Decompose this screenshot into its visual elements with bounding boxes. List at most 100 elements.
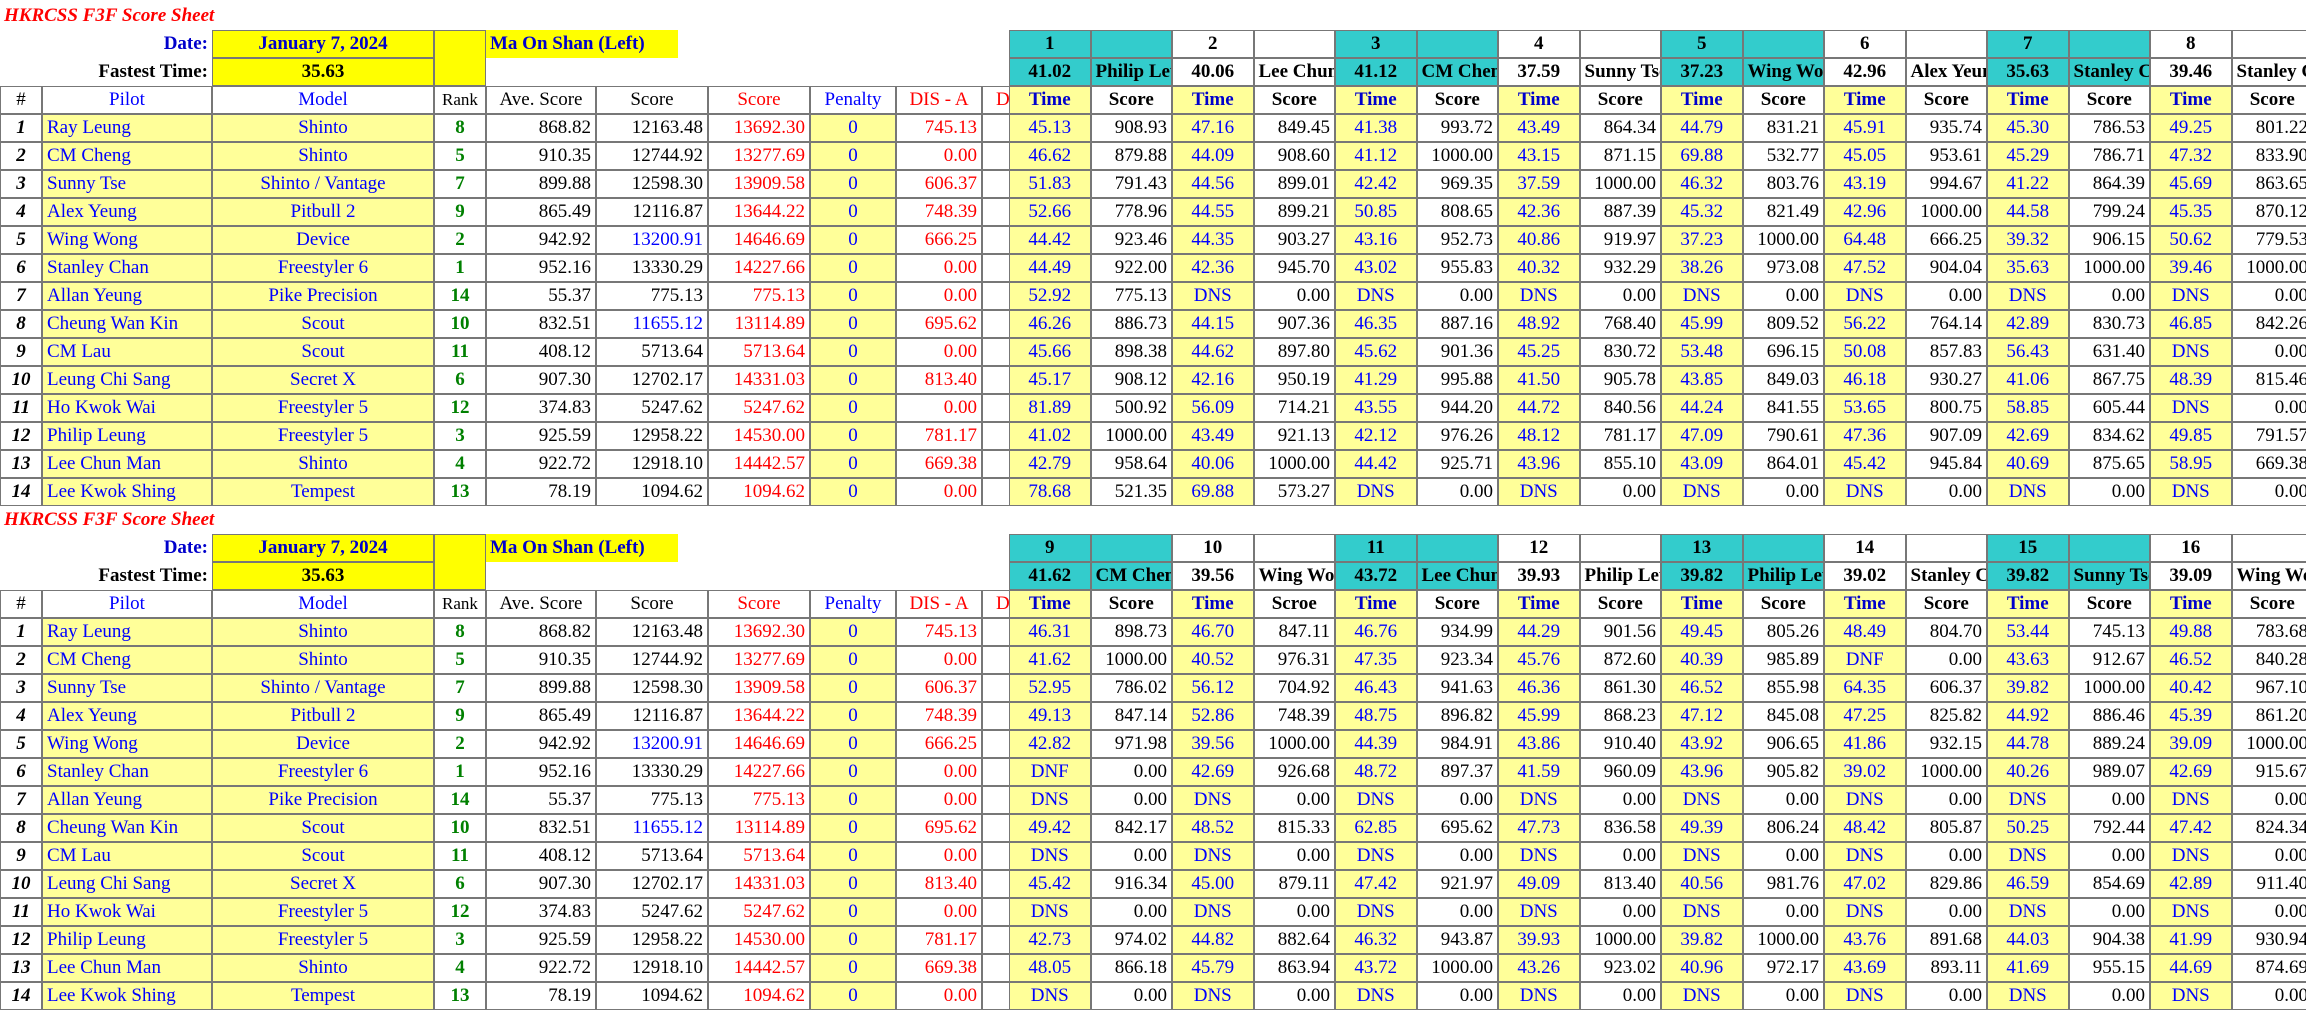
pilot-ave-score: 832.51 <box>486 814 596 842</box>
round-time-header: Time <box>1498 590 1580 618</box>
round-best-pilot: Alex Yeung <box>1905 58 1987 86</box>
round-header-fill <box>1090 30 1172 58</box>
round-score: 0.00 <box>1579 898 1661 926</box>
round-score: 863.65 <box>2231 170 2306 198</box>
round-time: 39.93 <box>1498 926 1580 954</box>
round-time: 45.99 <box>1498 702 1580 730</box>
round-score: 809.52 <box>1742 310 1824 338</box>
pilot-penalty: 0 <box>810 198 896 226</box>
header-num: # <box>0 590 42 618</box>
round-score: 1000.00 <box>2231 254 2306 282</box>
pilot-penalty: 0 <box>810 870 896 898</box>
pilot-penalty: 0 <box>810 114 896 142</box>
round-score: 945.84 <box>1905 450 1987 478</box>
pilot-name: Lee Kwok Shing <box>42 478 212 506</box>
round-score: 1000.00 <box>2068 254 2150 282</box>
round-score: 855.10 <box>1579 450 1661 478</box>
round-time: 47.32 <box>2150 142 2232 170</box>
pilot-rank: 3 <box>434 926 486 954</box>
pilot-model: Pitbull 2 <box>212 702 434 730</box>
pilot-number: 3 <box>0 170 42 198</box>
round-best-pilot: CM Cheng <box>1416 58 1498 86</box>
pilot-discard-a: 0.00 <box>896 646 982 674</box>
pilot-model: Scout <box>212 310 434 338</box>
pilot-number: 9 <box>0 338 42 366</box>
round-time: 47.52 <box>1824 254 1906 282</box>
header-score: Score <box>596 86 708 114</box>
round-time: DNS <box>1987 282 2069 310</box>
round-score: 834.62 <box>2068 422 2150 450</box>
round-score: 941.63 <box>1416 674 1498 702</box>
round-time: 40.69 <box>1987 450 2069 478</box>
round-time: 49.85 <box>2150 422 2232 450</box>
pilot-discard-a: 606.37 <box>896 674 982 702</box>
round-score: 945.70 <box>1253 254 1335 282</box>
round-time: 37.59 <box>1498 170 1580 198</box>
round-score-header: Score <box>1090 590 1172 618</box>
pilot-number: 2 <box>0 142 42 170</box>
round-score: 874.69 <box>2231 954 2306 982</box>
round-time: 45.35 <box>2150 198 2232 226</box>
round-score: 879.88 <box>1090 142 1172 170</box>
pilot-total-score: 14530.00 <box>708 422 810 450</box>
round-number: 12 <box>1498 534 1580 562</box>
round-score: 1000.00 <box>1905 758 1987 786</box>
round-score: 0.00 <box>1416 786 1498 814</box>
pilot-name: Cheung Wan Kin <box>42 310 212 338</box>
round-header-fill <box>2068 30 2150 58</box>
round-time: 44.42 <box>1009 226 1091 254</box>
round-score-header: Score <box>1416 86 1498 114</box>
round-score: 0.00 <box>2231 982 2306 1010</box>
round-time: DNS <box>1335 982 1417 1010</box>
pilot-rank: 5 <box>434 646 486 674</box>
round-score: 911.40 <box>2231 870 2306 898</box>
round-header-fill <box>1579 534 1661 562</box>
pilot-total-score: 1094.62 <box>708 982 810 1010</box>
round-best-pilot: Philip Leung <box>1579 562 1661 590</box>
round-score-header: Score <box>1416 590 1498 618</box>
pilot-rank: 14 <box>434 282 486 310</box>
pilot-model: Secret X <box>212 366 434 394</box>
header-ave: Ave. Score <box>486 590 596 618</box>
round-time: 46.32 <box>1661 170 1743 198</box>
round-score: 1000.00 <box>1742 226 1824 254</box>
round-time: 42.89 <box>2150 870 2232 898</box>
pilot-name: Philip Leung <box>42 926 212 954</box>
round-best-time: 39.09 <box>2150 562 2232 590</box>
round-score: 974.02 <box>1090 926 1172 954</box>
round-number: 7 <box>1987 30 2069 58</box>
round-best-time: 41.12 <box>1335 58 1417 86</box>
round-number: 10 <box>1172 534 1254 562</box>
pilot-rank: 9 <box>434 198 486 226</box>
round-time: 42.36 <box>1172 254 1254 282</box>
pilot-score: 12598.30 <box>596 170 708 198</box>
round-best-time: 35.63 <box>1987 58 2069 86</box>
pilot-ave-score: 408.12 <box>486 338 596 366</box>
round-time: DNS <box>2150 282 2232 310</box>
round-score: 840.28 <box>2231 646 2306 674</box>
round-score: 1000.00 <box>1905 198 1987 226</box>
round-score: 1000.00 <box>1253 730 1335 758</box>
round-score: 958.64 <box>1090 450 1172 478</box>
round-time: 47.02 <box>1824 870 1906 898</box>
pilot-total-score: 5247.62 <box>708 898 810 926</box>
round-score: 943.87 <box>1416 926 1498 954</box>
round-score: 0.00 <box>2068 842 2150 870</box>
pilot-ave-score: 952.16 <box>486 758 596 786</box>
round-time: 43.09 <box>1661 450 1743 478</box>
round-score: 935.74 <box>1905 114 1987 142</box>
pilot-discard-a: 0.00 <box>896 282 982 310</box>
round-time-header: Time <box>1661 86 1743 114</box>
pilot-score: 12702.17 <box>596 870 708 898</box>
round-time: 46.85 <box>2150 310 2232 338</box>
round-score: 781.17 <box>1579 422 1661 450</box>
round-score: 934.99 <box>1416 618 1498 646</box>
round-score: 521.35 <box>1090 478 1172 506</box>
round-number: 13 <box>1661 534 1743 562</box>
pilot-rank: 7 <box>434 170 486 198</box>
round-time: 45.99 <box>1661 310 1743 338</box>
round-time: 49.88 <box>2150 618 2232 646</box>
round-time: 48.05 <box>1009 954 1091 982</box>
pilot-score: 12702.17 <box>596 366 708 394</box>
pilot-total-score: 775.13 <box>708 282 810 310</box>
